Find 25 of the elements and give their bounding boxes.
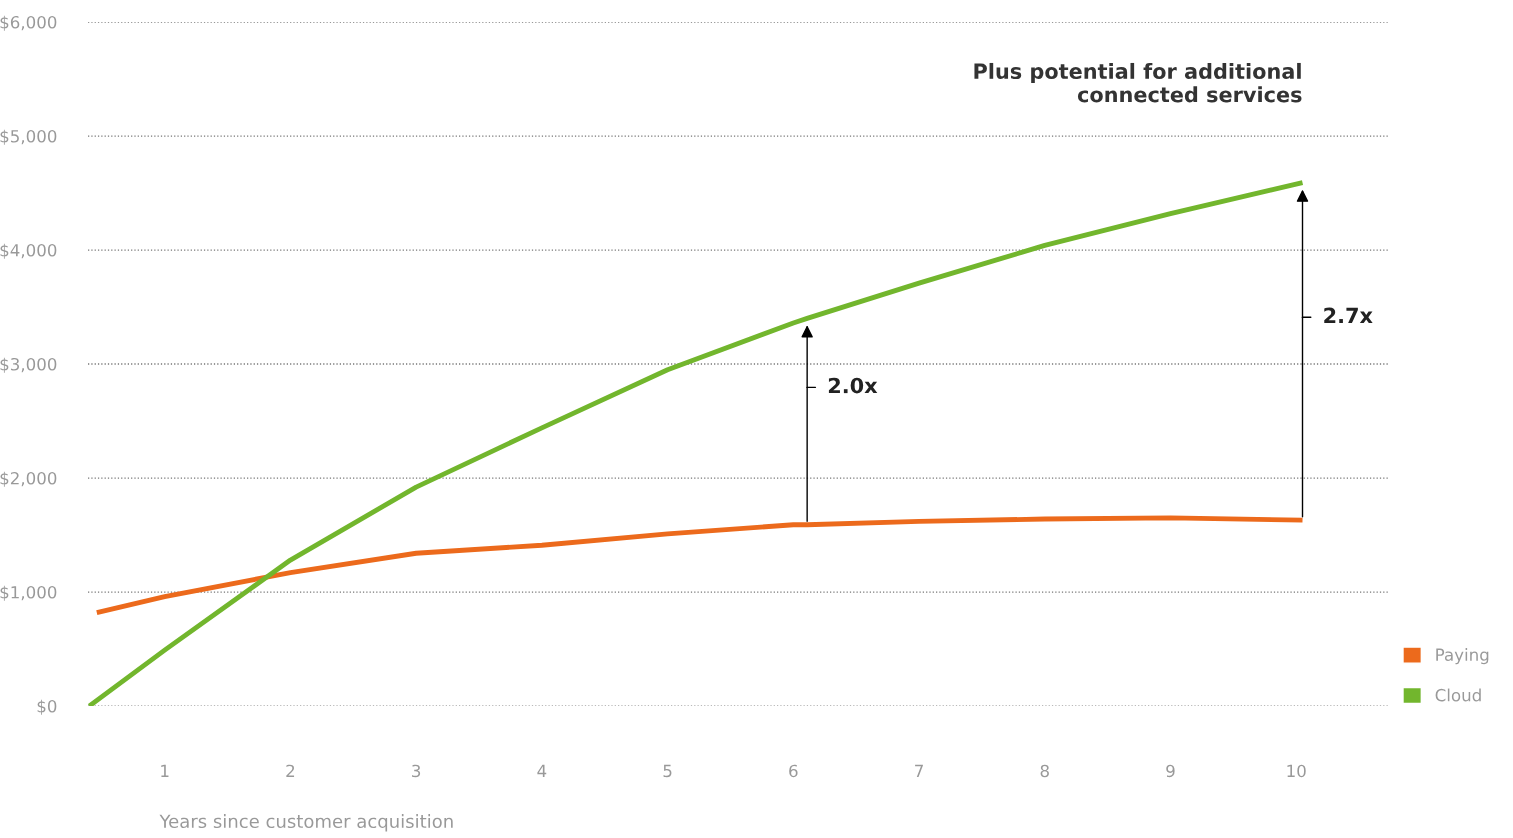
x-tick-label: 5	[663, 764, 672, 778]
x-tick-label: 3	[412, 764, 421, 778]
x-tick-label: 2	[286, 764, 295, 777]
annotation: Plus potential for additional connected services	[974, 62, 1302, 103]
y-tick-label: $2,000	[0, 471, 57, 487]
y-tick-label: $0	[37, 699, 57, 715]
x-tick-label: 8	[1040, 764, 1049, 778]
x-tick-label: 7	[915, 764, 923, 777]
annotation: 2.0x	[828, 377, 878, 394]
y-tick-label: $3,000	[0, 357, 57, 373]
legend-label: Cloud	[1435, 688, 1481, 702]
x-tick-label: 9	[1166, 764, 1175, 778]
x-tick-label: 10	[1287, 764, 1306, 778]
y-tick-label: $4,000	[0, 243, 57, 259]
y-tick-label: $6,000	[0, 15, 57, 31]
x-tick-label: 4	[537, 764, 547, 777]
y-tick-label: $1,000	[0, 585, 57, 601]
line-series	[88, 180, 1305, 706]
legend-label: Paying	[1436, 648, 1489, 665]
x-tick-label: 6	[789, 764, 798, 778]
y-tick-label: $5,000	[0, 129, 57, 145]
x-axis-title: Years since customer acquisition	[159, 814, 453, 832]
x-tick-label: 1	[161, 764, 169, 777]
line-series	[94, 515, 1305, 615]
annotation: 2.7x	[1324, 307, 1373, 324]
